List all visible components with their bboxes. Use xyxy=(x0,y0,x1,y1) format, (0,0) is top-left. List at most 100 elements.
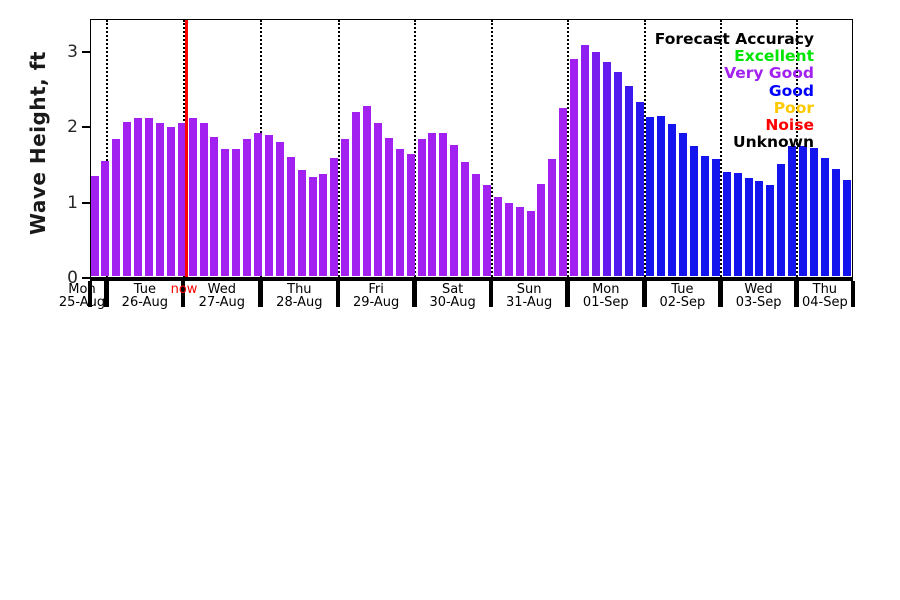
y-tick-mark xyxy=(82,276,90,279)
day-name-label: Sat xyxy=(441,281,464,297)
day-date-label: 02-Sep xyxy=(659,294,706,310)
y-tick-mark xyxy=(82,51,90,54)
y-tick-label: 0 xyxy=(67,267,78,288)
day-tick-mark xyxy=(180,281,186,307)
wave-height-bar xyxy=(700,155,709,277)
wave-height-bar xyxy=(646,116,655,277)
wave-height-bar xyxy=(461,161,470,277)
day-date-label: 27-Aug xyxy=(198,294,246,310)
wave-height-bar xyxy=(788,146,797,277)
wave-height-bar xyxy=(559,107,568,277)
day-date-label: 30-Aug xyxy=(429,294,476,310)
day-tick-mark xyxy=(488,281,494,307)
day-tick-mark xyxy=(412,281,417,307)
wave-height-bar xyxy=(842,180,851,277)
day-tick-mark xyxy=(335,281,341,307)
day-boundary-line xyxy=(490,20,493,277)
wave-height-bar xyxy=(155,122,164,277)
wave-height-bar xyxy=(232,149,241,277)
wave-height-bar xyxy=(428,132,437,277)
wave-height-bar xyxy=(472,174,480,277)
legend-entry-excellent: Excellent xyxy=(734,47,814,66)
wave-height-bar xyxy=(352,111,361,277)
y-axis-label: Wave Height, ft xyxy=(26,51,50,236)
wave-height-bar xyxy=(493,197,502,277)
day-tick-mark xyxy=(104,281,109,307)
legend-entry-very-good: Very Good xyxy=(724,64,814,83)
wave-height-bar xyxy=(602,61,611,277)
day-boundary-line xyxy=(337,20,340,277)
wave-height-bar xyxy=(123,122,132,277)
day-name-label: Thu xyxy=(287,281,312,297)
day-date-label: 26-Aug xyxy=(121,294,169,310)
day-name-label: Sun xyxy=(516,281,542,297)
day-name-label: Wed xyxy=(207,281,237,297)
day-date-label: 01-Sep xyxy=(582,294,629,310)
day-tick-mark xyxy=(87,281,93,307)
wave-height-bar xyxy=(537,183,546,277)
day-boundary-line xyxy=(106,20,109,277)
wave-height-bar xyxy=(319,174,328,277)
day-date-label: 29-Aug xyxy=(352,294,400,310)
wave-height-bar xyxy=(112,139,121,277)
day-tick-mark xyxy=(642,281,647,307)
day-tick-mark xyxy=(258,281,263,307)
wave-height-bar xyxy=(199,122,208,277)
wave-height-bar xyxy=(777,163,786,277)
wave-height-bar xyxy=(831,168,840,277)
day-date-label: 28-Aug xyxy=(276,294,323,310)
wave-height-bar xyxy=(570,58,579,277)
wave-height-bar xyxy=(809,148,818,277)
wave-height-bar xyxy=(624,85,633,277)
wave-height-bar xyxy=(363,106,371,277)
day-boundary-line xyxy=(643,20,646,277)
day-date-label: 31-Aug xyxy=(505,294,553,310)
wave-height-bar xyxy=(439,132,448,277)
wave-height-bar xyxy=(766,185,775,277)
wave-height-bar xyxy=(690,146,698,277)
wave-height-bar xyxy=(101,161,110,277)
wave-height-bar xyxy=(613,72,622,277)
wave-height-bar xyxy=(799,146,807,277)
wave-height-bar xyxy=(166,127,175,277)
wave-height-bar xyxy=(308,177,317,277)
day-tick-mark xyxy=(565,281,570,307)
wave-height-bar xyxy=(635,101,644,277)
day-date-label: 25-Aug xyxy=(58,294,106,310)
day-name-label: Tue xyxy=(671,281,694,297)
wave-height-bar xyxy=(134,117,143,277)
y-tick-mark xyxy=(82,201,90,204)
wave-height-bar xyxy=(384,137,393,277)
day-tick-mark xyxy=(850,281,856,307)
y-tick-label: 2 xyxy=(67,117,78,138)
day-boundary-line xyxy=(796,20,799,277)
legend-title: Forecast Accuracy xyxy=(654,30,814,48)
now-label: now xyxy=(170,282,198,297)
wave-height-bar xyxy=(733,173,742,277)
day-tick-mark xyxy=(718,281,723,307)
legend-entry-poor: Poor xyxy=(773,98,814,117)
wave-height-bar xyxy=(711,158,720,277)
day-date-label: 03-Sep xyxy=(735,294,782,310)
wave-height-bar xyxy=(417,139,426,277)
day-boundary-line xyxy=(413,20,416,277)
day-name-label: Mon xyxy=(68,281,96,297)
wave-height-bar xyxy=(264,134,273,277)
wave-height-bar xyxy=(744,177,753,277)
wave-height-bar xyxy=(755,180,764,277)
wave-height-bar xyxy=(254,133,262,277)
wave-height-bar xyxy=(188,117,197,277)
legend: Forecast Accuracy Excellent Very Good Good… xyxy=(654,30,814,151)
plot-area xyxy=(90,19,853,281)
day-boundary-line xyxy=(566,20,569,277)
day-name-label: Fri xyxy=(368,281,384,297)
day-name-label: Mon xyxy=(592,281,620,297)
wave-height-bar xyxy=(526,210,535,277)
wave-height-bar xyxy=(177,122,186,277)
wave-height-bar xyxy=(330,158,339,277)
now-line xyxy=(184,20,189,277)
legend-entry-good: Good xyxy=(768,81,814,100)
wave-height-bar xyxy=(504,202,513,277)
wave-height-bar xyxy=(221,149,230,277)
